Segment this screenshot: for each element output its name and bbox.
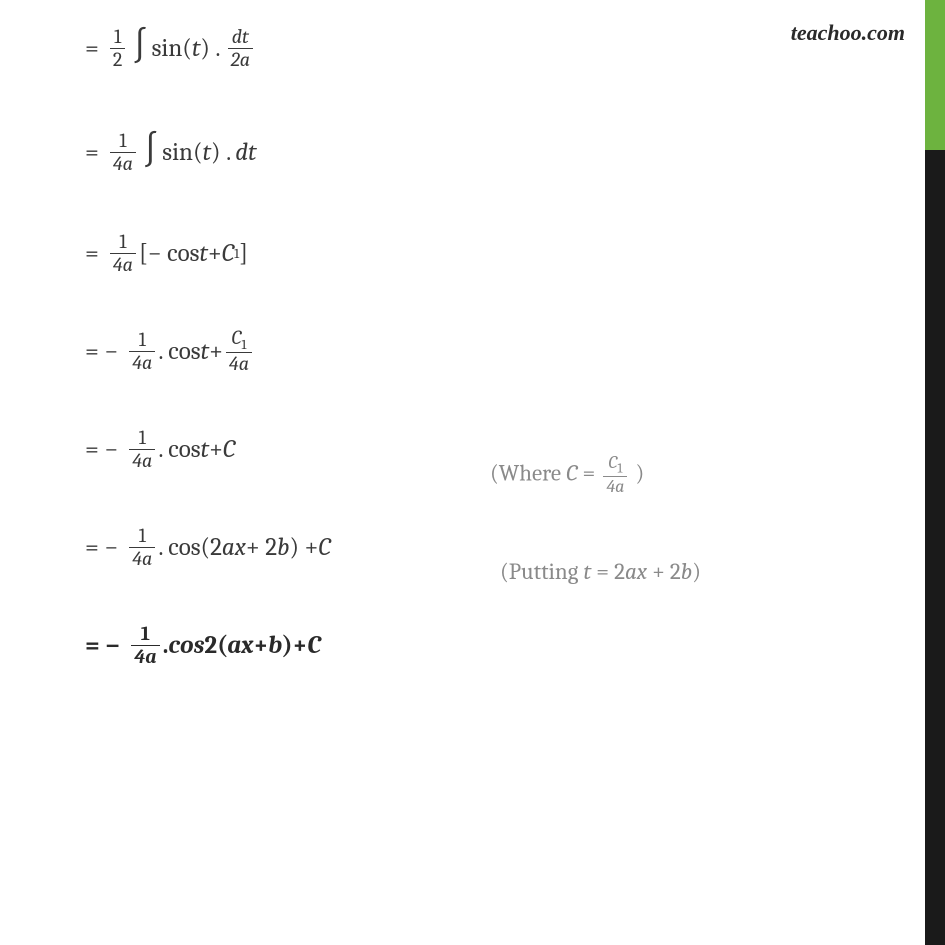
dt: dt: [235, 138, 256, 167]
numerator: 1: [111, 26, 124, 48]
const-c: C: [223, 435, 235, 464]
note-eq: = 2: [591, 558, 625, 585]
fraction-1-4a: 1 4a: [129, 329, 155, 374]
sidebar-black-stripe: [925, 150, 945, 945]
numerator: C1: [605, 453, 625, 476]
var-ax: ax: [227, 631, 253, 660]
rparen: ): [282, 631, 292, 660]
numerator: 1: [136, 427, 149, 449]
var-ax: ax: [222, 533, 246, 562]
equation-line-4: = − 1 4a . cos t + C1 4a: [85, 326, 865, 376]
plus-c: +: [293, 631, 308, 660]
equals-sign: =: [85, 138, 99, 167]
note-where-c: (Where C = C1 4a ): [490, 453, 644, 497]
var-t: t: [199, 239, 208, 268]
plus: +: [209, 435, 223, 464]
fraction-dt-2a: dt 2a: [228, 26, 253, 71]
equation-line-6: = − 1 4a . cos(2ax + 2b) + C: [85, 522, 865, 572]
equals-neg: = −: [85, 533, 118, 562]
dot-cos-open: . cos(2: [158, 533, 222, 562]
denominator: 4a: [603, 476, 627, 497]
denominator: 4a: [131, 645, 159, 668]
equation-line-5: = − 1 4a . cos t + C: [85, 424, 865, 474]
equation-line-7-final: = − 1 4a . cos 2(ax + b) + C: [85, 620, 865, 670]
var-b: b: [681, 558, 692, 585]
numerator-c1: C1: [228, 327, 249, 352]
close-plus: ) +: [289, 533, 318, 562]
note-eq: =: [577, 459, 600, 486]
var-b: b: [277, 533, 289, 562]
var-b: b: [268, 631, 282, 660]
subscript-1: 1: [241, 336, 246, 353]
fraction-1-4a: 1 4a: [129, 525, 155, 570]
integral-symbol: ∫: [132, 32, 147, 61]
denominator: 4a: [129, 449, 155, 472]
note-post: ): [636, 459, 645, 486]
equals-sign: =: [85, 34, 99, 63]
denominator: 4a: [110, 152, 136, 175]
denominator: 4a: [129, 351, 155, 374]
const-c: C: [608, 452, 617, 473]
close-dot: ) .: [200, 34, 220, 63]
var-t: t: [201, 337, 210, 366]
fraction-1-4a: 1 4a: [110, 130, 136, 175]
denominator: 4a: [110, 253, 136, 276]
integral-symbol: ∫: [143, 136, 158, 165]
cos: cos: [168, 631, 204, 660]
note-putting-t: (Putting t = 2ax + 2b): [500, 558, 701, 585]
fraction-c1-4a: C1 4a: [603, 453, 627, 497]
math-content: = 1 2 ∫ sin(t) . dt 2a = 1 4a ∫ sin(t) .…: [85, 20, 865, 718]
close-dot: ) .: [211, 138, 231, 167]
note-pre: (Putting: [500, 558, 583, 585]
plus: +: [253, 631, 268, 660]
equals-neg: = −: [85, 631, 120, 660]
equals-neg: = −: [85, 337, 118, 366]
plus: +: [208, 239, 222, 268]
equation-line-1: = 1 2 ∫ sin(t) . dt 2a: [85, 20, 865, 76]
denominator-4a: 4a: [226, 352, 252, 375]
fraction-1-4a: 1 4a: [110, 231, 136, 276]
const-c: C: [307, 631, 321, 660]
var-t: t: [203, 138, 212, 167]
equals-neg: = −: [85, 435, 118, 464]
equation-line-2: = 1 4a ∫ sin(t) . dt: [85, 124, 865, 180]
note-pre: (Where: [490, 459, 566, 486]
dot-cos: . cos: [158, 337, 200, 366]
fraction-c1-4a: C1 4a: [226, 327, 252, 375]
denominator-2a: 2a: [228, 48, 253, 71]
denominator: 2: [110, 48, 125, 71]
const-c: C: [231, 326, 241, 349]
numerator: 1: [116, 130, 129, 152]
const-c: C: [222, 239, 234, 268]
numerator: 1: [138, 623, 153, 645]
const-c: C: [566, 459, 577, 486]
note-post: ): [692, 558, 701, 585]
numerator: 1: [136, 525, 149, 547]
numerator-dt: dt: [229, 26, 252, 48]
plus-2: + 2: [246, 533, 277, 562]
bracket-right: ]: [239, 239, 248, 268]
dot-cos: . cos: [158, 435, 200, 464]
bracket-left-cos: [− cos: [139, 239, 199, 268]
sin-open: sin(: [152, 34, 192, 63]
const-c: C: [318, 533, 330, 562]
fraction-half: 1 2: [110, 26, 125, 71]
fraction-1-4a: 1 4a: [129, 427, 155, 472]
lparen: (: [217, 631, 227, 660]
equals-sign: =: [85, 239, 99, 268]
sidebar-green-stripe: [925, 0, 945, 150]
equation-line-3: = 1 4a [− cos t + C 1]: [85, 228, 865, 278]
var-ax: ax: [625, 558, 647, 585]
plus-2: + 2: [647, 558, 681, 585]
var-t: t: [201, 435, 210, 464]
denominator: 4a: [129, 547, 155, 570]
sin-open: sin(: [162, 138, 202, 167]
plus: +: [209, 337, 223, 366]
two: 2: [204, 631, 217, 660]
var-t: t: [192, 34, 201, 63]
numerator: 1: [136, 329, 149, 351]
subscript-1: 1: [617, 460, 622, 477]
numerator: 1: [116, 231, 129, 253]
fraction-1-4a: 1 4a: [131, 623, 159, 668]
